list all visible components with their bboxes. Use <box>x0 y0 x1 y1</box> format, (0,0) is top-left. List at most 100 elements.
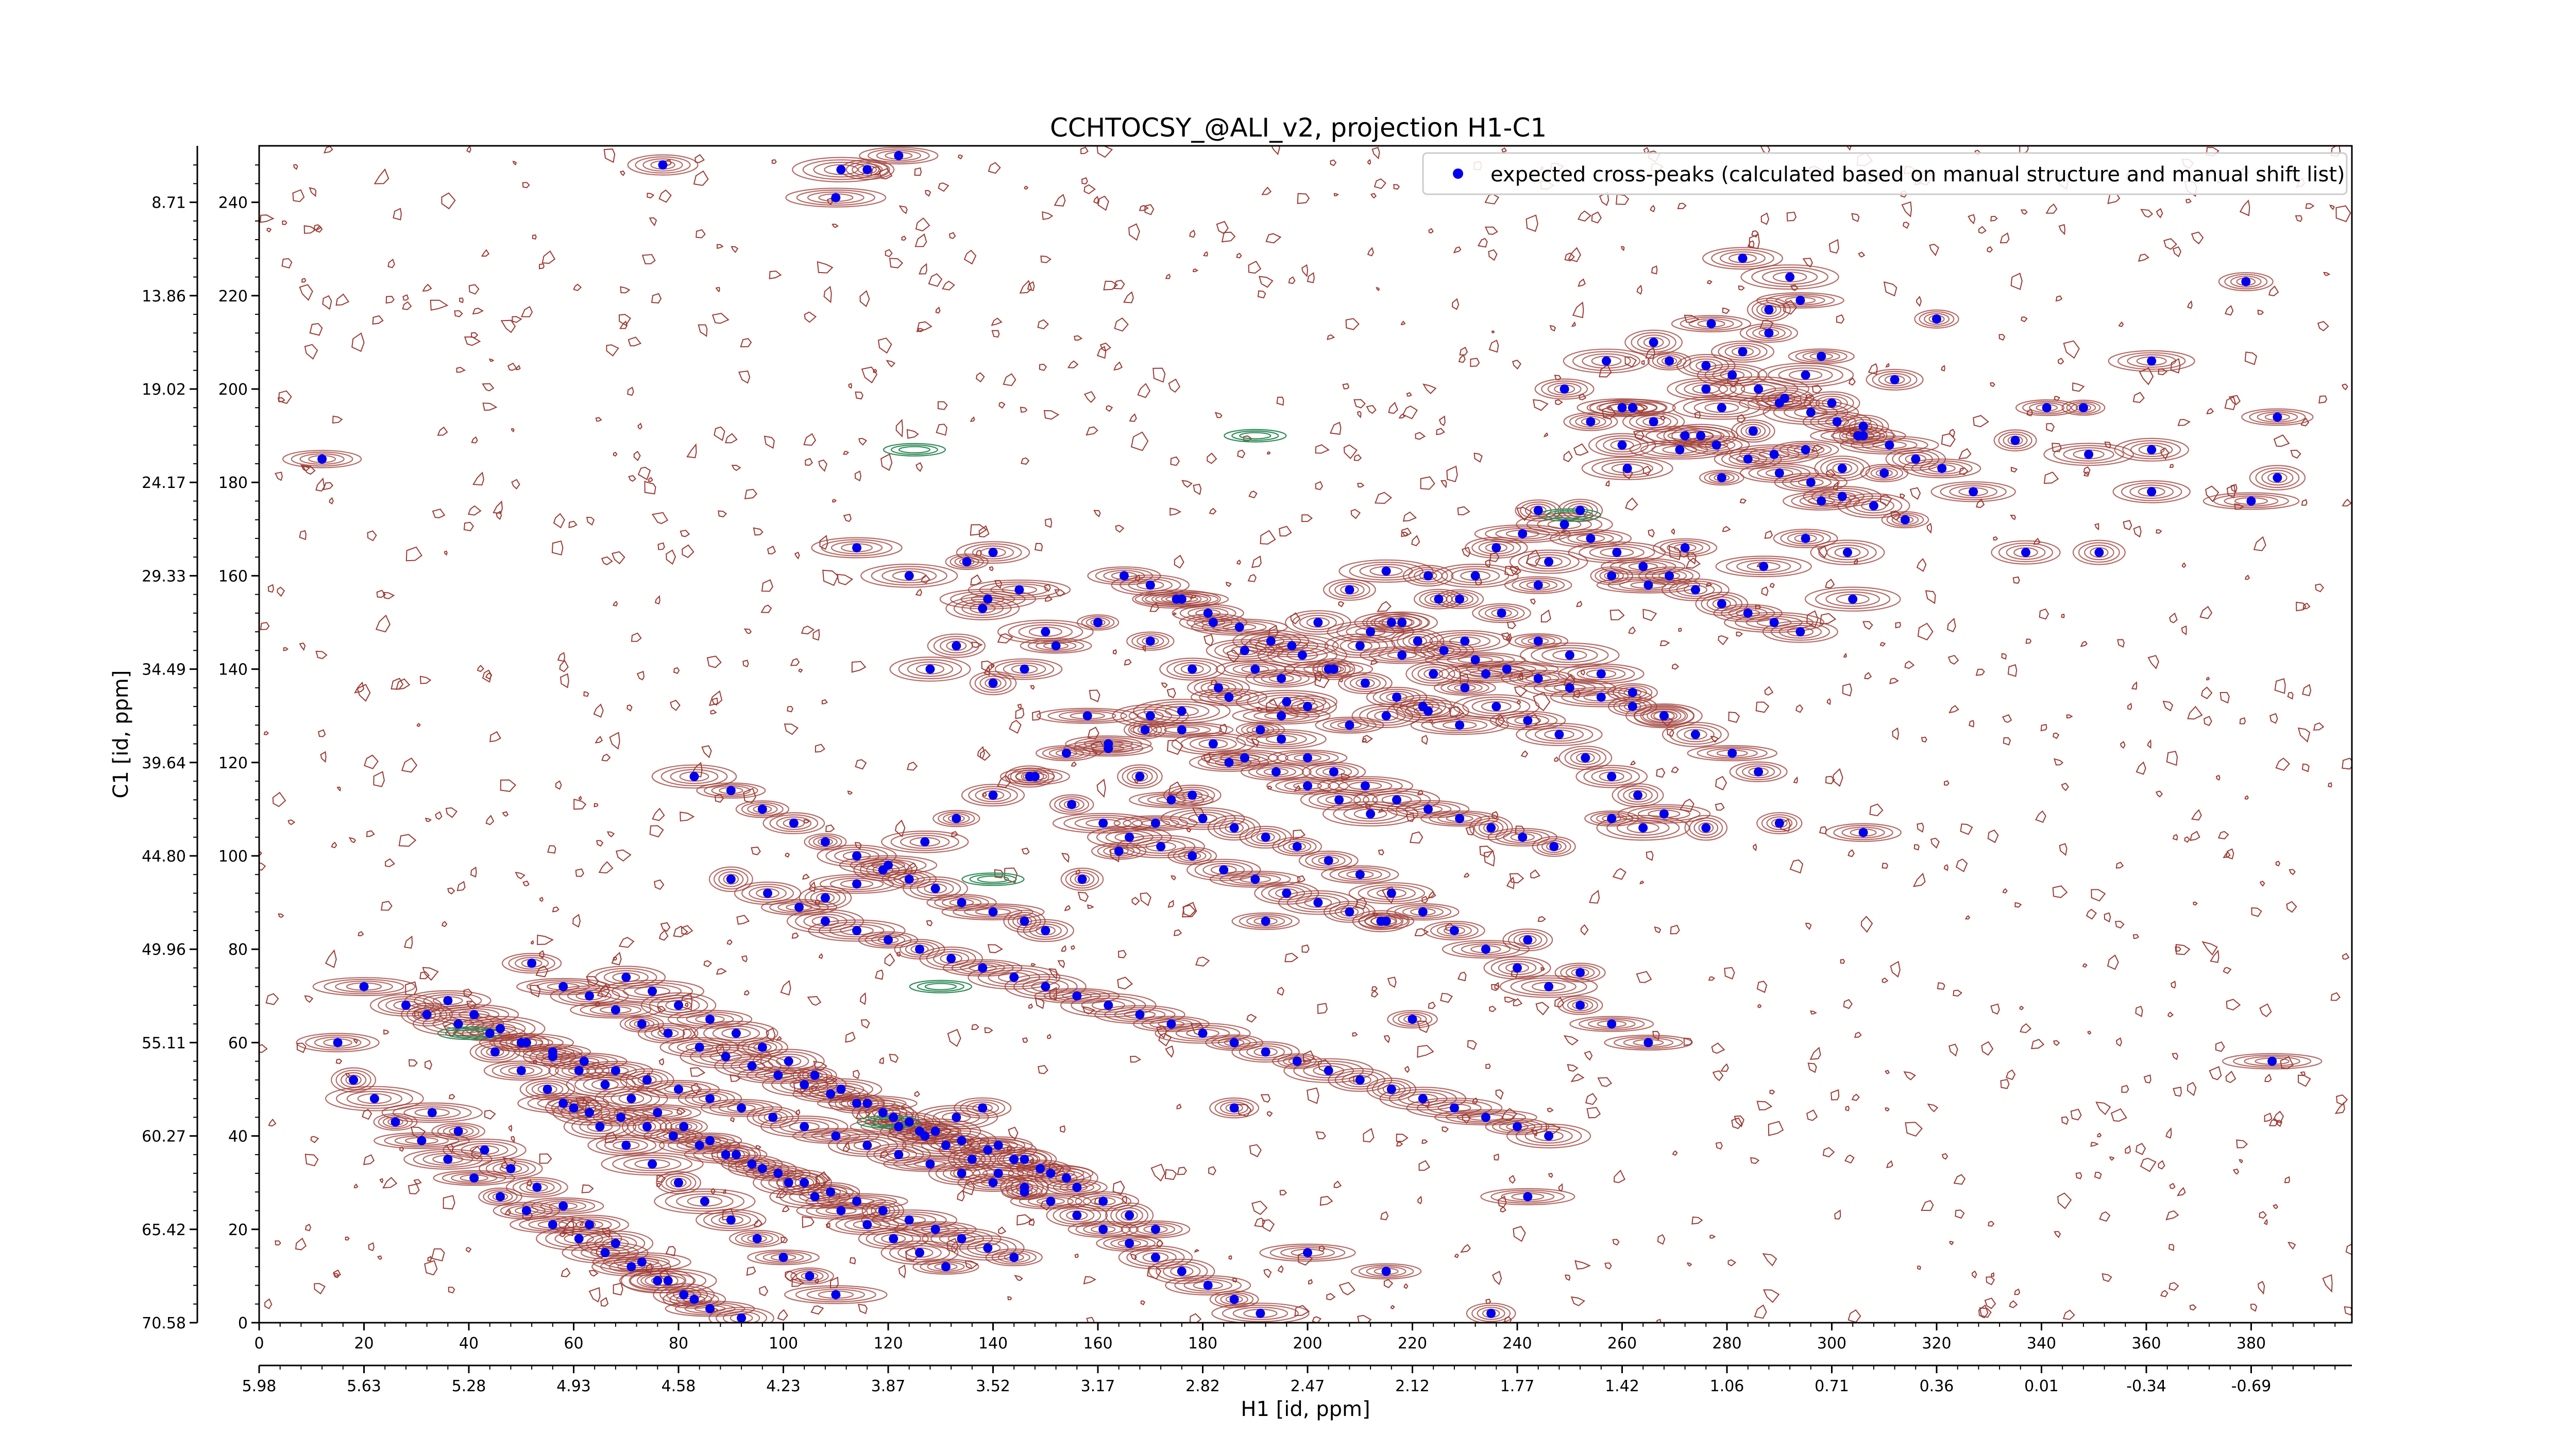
peak-contour <box>709 1101 774 1116</box>
cross-peak-marker <box>1596 669 1606 679</box>
peak-contour <box>1019 1194 1083 1208</box>
cross-peak-marker <box>1061 748 1071 758</box>
cross-peak-marker <box>621 972 631 982</box>
peak-contour <box>1225 822 1244 834</box>
peak-contour <box>649 994 708 1016</box>
peak-contour <box>968 965 1061 990</box>
noise-contour <box>1999 232 2010 244</box>
cross-peak-marker <box>831 1290 841 1300</box>
noise-contour <box>631 632 642 642</box>
peak-contour <box>2255 467 2300 488</box>
noise-contour <box>1709 1235 1716 1239</box>
noise-contour <box>2297 1074 2311 1087</box>
noise-contour <box>2245 575 2250 580</box>
noise-contour <box>1038 1065 1048 1074</box>
noise-contour <box>2226 999 2241 1011</box>
peak-contour <box>1534 1131 1564 1141</box>
cross-peak-marker <box>836 165 846 175</box>
peak-contour <box>1205 1034 1264 1051</box>
noise-contour <box>914 1090 920 1097</box>
cross-peak-marker <box>1649 338 1658 347</box>
cross-peak-marker <box>862 165 872 175</box>
peak-contour <box>1596 435 1649 455</box>
noise-contour <box>1628 626 1636 634</box>
cross-peak-marker <box>694 1140 704 1150</box>
noise-contour <box>1825 579 1835 589</box>
cross-peak-marker <box>1659 809 1669 819</box>
noise-contour <box>459 297 464 303</box>
noise-contour <box>1130 1056 1142 1063</box>
peak-contour <box>1402 906 1444 918</box>
noise-contour <box>2329 204 2335 210</box>
noise-contour <box>303 225 317 234</box>
cross-peak-marker <box>1135 1010 1145 1019</box>
noise-contour <box>2177 418 2191 426</box>
cross-peak-marker <box>1727 370 1737 380</box>
peak-contour <box>1702 247 1784 270</box>
noise-contour <box>1975 668 1985 676</box>
cross-peak-marker <box>1098 818 1108 828</box>
noise-contour <box>1370 659 1379 665</box>
noise-contour <box>2268 1118 2279 1126</box>
noise-contour <box>777 1309 788 1321</box>
noise-contour <box>1014 1275 1023 1281</box>
noise-contour <box>2118 321 2124 327</box>
noise-contour <box>1585 1093 1598 1105</box>
cross-peak-marker <box>548 1052 557 1061</box>
noise-contour <box>1083 184 1096 195</box>
noise-contour <box>293 164 298 170</box>
noise-contour <box>1071 761 1077 767</box>
noise-contour <box>1990 1003 2000 1015</box>
cross-peak-marker <box>852 543 861 552</box>
cross-peak-marker <box>1135 772 1145 781</box>
x-tick-label: 360 <box>2131 1335 2161 1353</box>
noise-contour <box>1357 482 1365 488</box>
noise-contour <box>1440 992 1453 1003</box>
noise-contour <box>1390 1305 1395 1310</box>
noise-contour <box>430 299 449 311</box>
peak-contour <box>2043 443 2134 466</box>
peak-contour <box>1508 633 1569 649</box>
noise-contour <box>1362 737 1367 743</box>
cross-peak-marker <box>1208 618 1218 627</box>
noise-contour <box>531 940 534 945</box>
noise-contour <box>2132 934 2140 939</box>
x-ppm-tick-label: 3.87 <box>871 1377 906 1395</box>
noise-contour <box>957 1189 965 1202</box>
cross-peak-marker <box>1832 417 1842 427</box>
noise-contour <box>1192 268 1199 273</box>
noise-contour <box>2251 907 2262 917</box>
peak-contour <box>926 949 976 969</box>
cross-peak-marker <box>469 1173 479 1183</box>
peak-contour <box>1222 1304 1299 1322</box>
noise-contour <box>906 429 919 439</box>
cross-peak-marker <box>884 935 893 945</box>
peak-contour <box>747 1106 800 1128</box>
noise-contour <box>1043 410 1060 420</box>
noise-contour <box>1760 212 1770 225</box>
noise-contour <box>1054 194 1066 207</box>
y-ppm-tick-label: 49.96 <box>142 941 186 959</box>
peak-contour <box>941 903 1045 921</box>
cross-peak-marker <box>1177 706 1187 716</box>
cross-peak-marker <box>1229 1294 1239 1304</box>
noise-contour <box>1570 1296 1585 1307</box>
noise-contour <box>812 629 820 641</box>
peak-contour <box>1277 838 1317 855</box>
cross-peak-marker <box>800 1079 809 1089</box>
peak-contour <box>734 881 802 905</box>
noise-contour <box>1869 803 1884 817</box>
noise-contour <box>743 628 752 634</box>
cross-peak-marker <box>1098 1196 1108 1206</box>
noise-contour <box>468 284 480 295</box>
cross-peak-marker <box>585 991 594 1001</box>
noise-contour <box>1953 1174 1966 1185</box>
cross-peak-marker <box>417 1136 427 1145</box>
cross-peak-marker <box>1009 1154 1019 1164</box>
noise-contour <box>1260 530 1276 545</box>
peak-contour <box>1930 481 2016 502</box>
noise-contour <box>1750 1157 1760 1165</box>
peak-contour <box>898 659 962 680</box>
noise-contour <box>938 182 950 192</box>
peak-contour <box>1773 529 1838 548</box>
